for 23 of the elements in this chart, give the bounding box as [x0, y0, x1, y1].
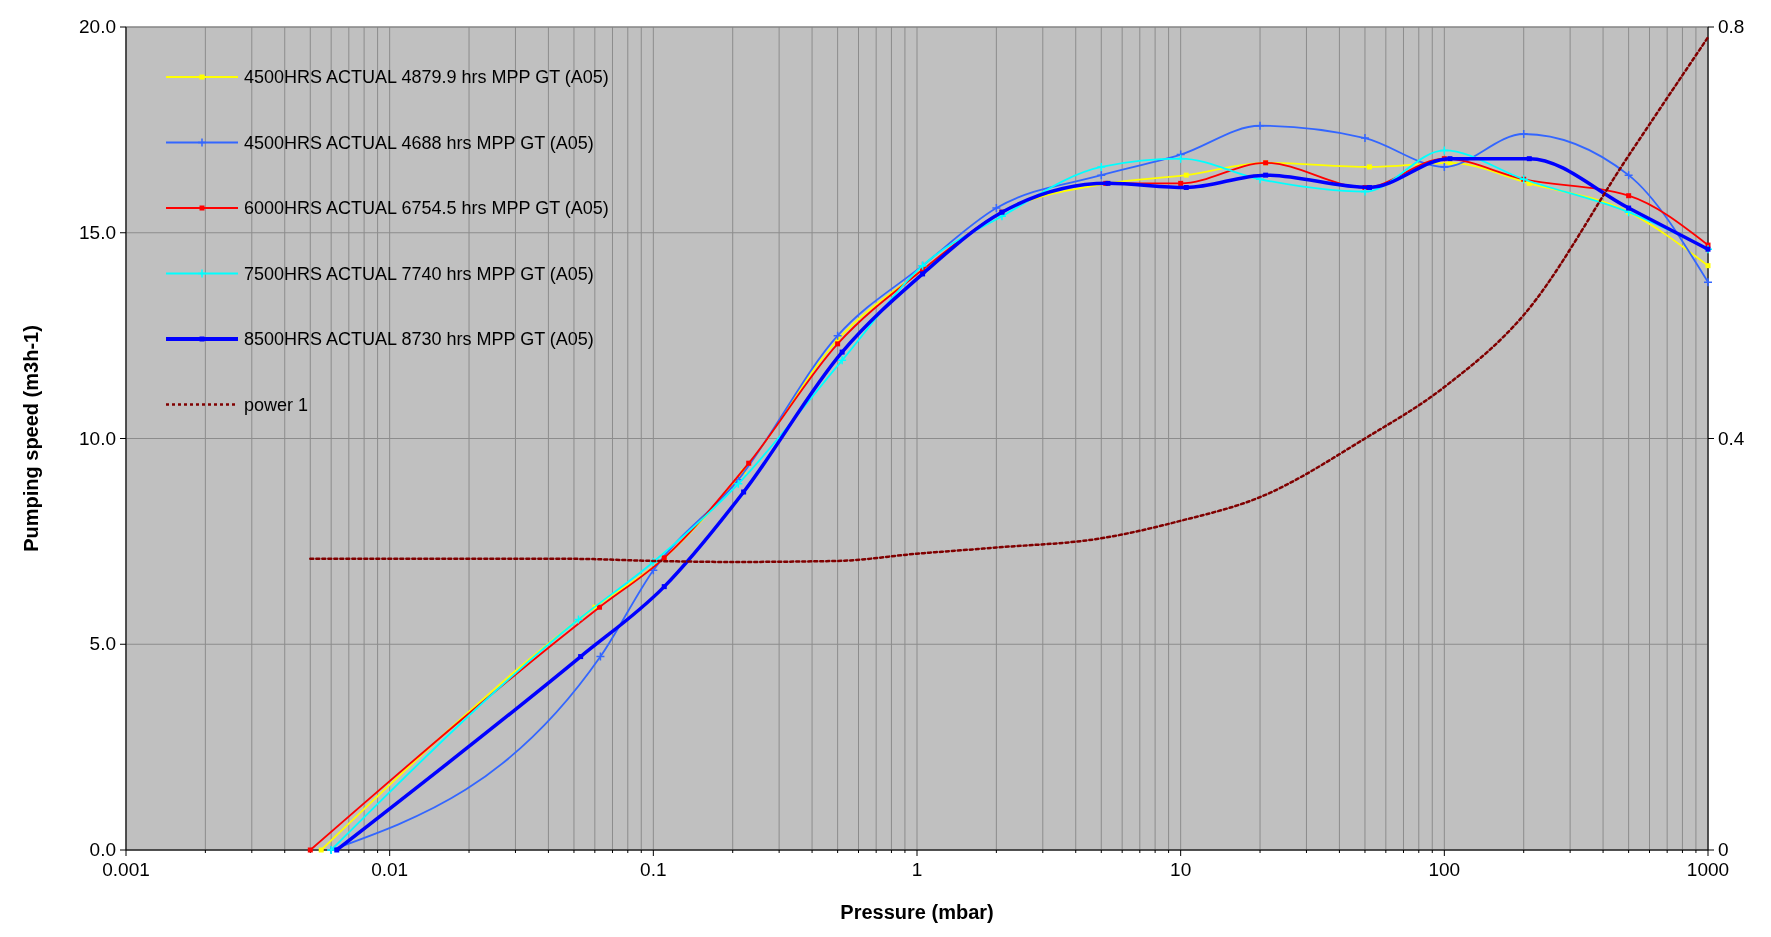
x-axis-title: Pressure (mbar) — [840, 901, 994, 923]
legend-label: 6000HRS ACTUAL 6754.5 hrs MPP GT (A05) — [244, 198, 609, 218]
y2-tick-label: 0 — [1718, 839, 1729, 860]
legend-label: power 1 — [244, 394, 309, 415]
y2-tick-label: 0.8 — [1718, 16, 1745, 37]
y-tick-label: 5.0 — [89, 633, 116, 655]
y-tick-label: 15.0 — [79, 221, 116, 243]
x-tick-label: 1 — [911, 859, 923, 880]
x-tick-label: 100 — [1428, 859, 1461, 880]
legend-label: 4500HRS ACTUAL 4879.9 hrs MPP GT (A05) — [244, 67, 609, 87]
legend-label: 4500HRS ACTUAL 4688 hrs MPP GT (A05) — [244, 132, 594, 153]
x-tick-label: 1000 — [1686, 859, 1730, 880]
x-tick-label: 0.001 — [102, 859, 150, 880]
y-tick-label: 0.0 — [89, 839, 116, 860]
x-tick-label: 0.01 — [371, 859, 409, 880]
legend-label: 8500HRS ACTUAL 8730 hrs MPP GT (A05) — [244, 329, 594, 349]
y-axis-title: Pumping speed (m3h-1) — [20, 325, 42, 552]
y-tick-label: 20.0 — [79, 16, 116, 37]
y-tick-label: 10.0 — [79, 427, 116, 449]
legend-label: 7500HRS ACTUAL 7740 hrs MPP GT (A05) — [244, 263, 594, 284]
y2-tick-label: 0.4 — [1718, 427, 1745, 449]
x-tick-label: 10 — [1170, 859, 1192, 880]
x-tick-label: 0.1 — [640, 859, 667, 880]
